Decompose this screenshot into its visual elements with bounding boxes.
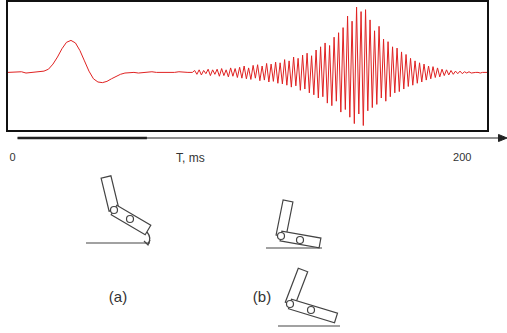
svg-text:T, ms: T, ms xyxy=(176,151,205,165)
svg-text:(a): (a) xyxy=(109,288,127,305)
svg-text:(b): (b) xyxy=(253,288,271,305)
svg-text:0: 0 xyxy=(9,151,15,163)
svg-text:200: 200 xyxy=(453,151,471,163)
